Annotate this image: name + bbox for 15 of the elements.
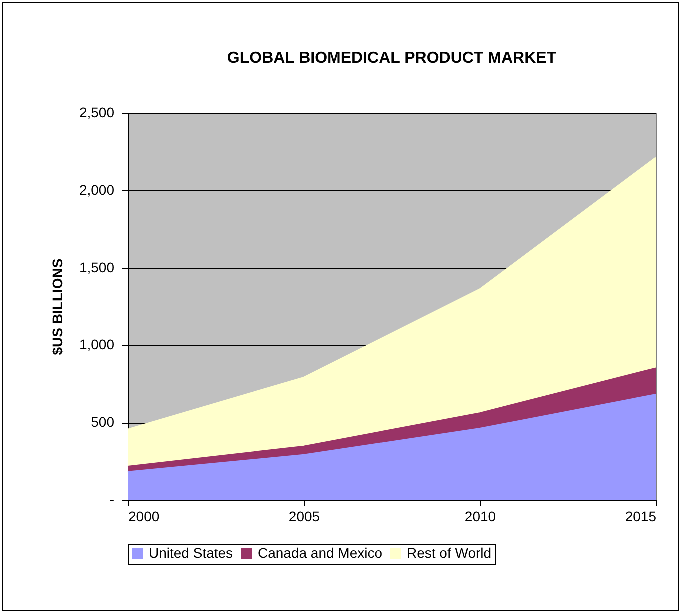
y-axis-title: $US BILLIONS [49, 258, 66, 356]
chart-title: GLOBAL BIOMEDICAL PRODUCT MARKET [227, 50, 557, 67]
y-tick-label: 2,500 [79, 104, 115, 120]
y-tick-label: - [110, 492, 115, 508]
legend-label: United States [149, 545, 234, 561]
y-tick-label: 1,500 [79, 259, 115, 276]
x-tick-label: 2010 [464, 508, 496, 524]
y-tick-label: 500 [91, 414, 115, 430]
x-tick-label: 2000 [128, 508, 160, 524]
legend-label: Rest of World [407, 545, 492, 561]
y-tick-label: 2,000 [79, 182, 115, 198]
x-tick-label: 2005 [288, 508, 320, 524]
x-tick-label: 2015 [625, 508, 657, 524]
y-tick-label: 1,000 [79, 336, 115, 353]
legend-label: Canada and Mexico [258, 545, 383, 561]
